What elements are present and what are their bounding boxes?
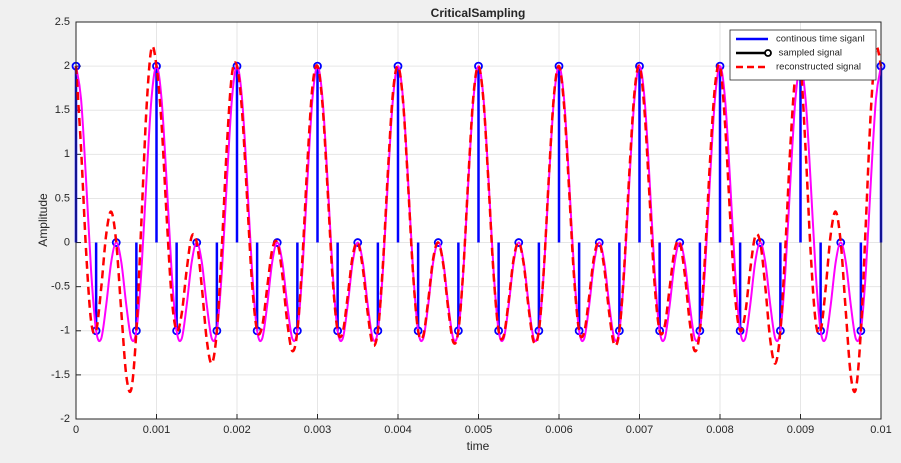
x-tick-label: 0.006 — [545, 424, 573, 436]
y-axis-label: Amplitude — [36, 193, 50, 247]
x-tick-label: 0.001 — [143, 424, 171, 436]
stem-marker — [715, 61, 725, 71]
y-tick-label: -2 — [60, 413, 70, 425]
x-tick-label: 0.002 — [223, 424, 251, 436]
stem-marker — [514, 238, 524, 247]
y-tick-label: -1.5 — [51, 369, 70, 381]
y-tick-label: 0.5 — [55, 192, 70, 204]
axes-box — [75, 21, 882, 420]
legend-label: sampled signal — [776, 48, 842, 59]
stem-marker — [635, 61, 644, 71]
y-tick-label: 1.5 — [55, 104, 70, 116]
x-tick-label: 0.01 — [870, 424, 891, 436]
y-tick-label: -0.5 — [51, 281, 70, 293]
series-line — [74, 45, 883, 394]
x-tick-label: 0 — [73, 424, 79, 436]
legend-label: continous time siganl — [776, 34, 865, 45]
legend-marker — [764, 49, 772, 57]
y-tick-label: 1 — [64, 148, 70, 160]
stem-marker — [474, 61, 483, 71]
stem-marker — [393, 61, 403, 71]
x-tick-label: 0.005 — [465, 424, 493, 436]
x-tick-label: 0.007 — [626, 424, 654, 436]
y-tick-label: -1 — [60, 325, 70, 337]
stem-marker — [433, 238, 443, 247]
legend-label: reconstructed signal — [776, 62, 861, 73]
y-tick-label: 2.5 — [55, 16, 70, 28]
chart-title: CriticalSampling — [431, 6, 526, 20]
stem-marker — [594, 238, 604, 247]
x-tick-label: 0.009 — [787, 424, 815, 436]
stem-marker — [353, 238, 363, 247]
x-tick-label: 0.004 — [384, 424, 412, 436]
series-line — [75, 65, 882, 343]
y-tick-label: 2 — [64, 60, 70, 72]
x-tick-label: 0.008 — [706, 424, 734, 436]
y-tick-label: 0 — [64, 236, 70, 248]
x-tick-label: 0.003 — [304, 424, 332, 436]
x-axis-label: time — [467, 439, 490, 453]
